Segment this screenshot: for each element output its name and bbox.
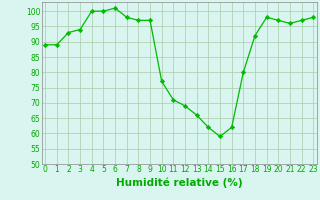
X-axis label: Humidité relative (%): Humidité relative (%) xyxy=(116,177,243,188)
